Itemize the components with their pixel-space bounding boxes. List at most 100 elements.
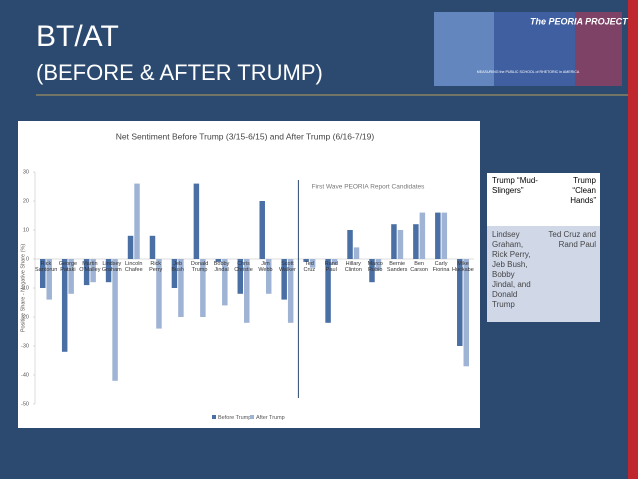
table-header [487,173,600,226]
x-tick-label: Bernie Sanders [386,261,408,273]
x-tick-label: Ted Cruz [303,261,316,273]
bar [149,235,156,259]
bar [303,259,309,262]
bar [178,259,184,317]
bar [68,259,74,294]
bar [265,259,272,294]
x-tick-label: Marco Rubio [367,261,383,273]
x-tick-label: Bernie Sanders [386,261,408,273]
x-tick-label: Marco Rubio [367,261,383,273]
x-tick-label: Scott Walker [278,261,296,273]
x-tick-label: Chris Christie [234,261,253,273]
bar [61,259,68,352]
x-tick-label: Carly Fiorina [432,261,450,273]
bar [171,259,178,288]
banner-art [434,12,494,86]
x-tick-label: Mike Huckabee [452,261,474,273]
x-tick-label: Rand Paul [324,261,338,273]
x-tick-label: Lincoln Chafee [124,261,143,273]
y-tick-label: -20 [21,314,29,320]
bar [244,259,250,323]
x-tick-label: Jim Webb [258,261,273,273]
bar [463,259,470,367]
x-tick-label: George Pataki [58,261,78,273]
table-header-cell: Trump “Mud-Slingers” [492,176,538,195]
x-tick-label: Rand Paul [324,261,338,273]
legend-swatch [250,415,254,419]
table-cell: Ted Cruz and Rand Paul [548,230,596,249]
x-tick-label: Ted Cruz [303,261,316,273]
x-tick-label: Martin O'Malley [79,261,101,273]
x-tick-label: Rick Santorum [35,261,57,273]
bar [419,212,426,259]
annotation: First Wave PEORIA Report Candidates [312,184,426,191]
table-header-cell: Trump “Clean Hands” [570,176,596,205]
table-header-cell: Trump “Mud-Slingers” [492,176,538,195]
x-tick-label: Rick Perry [149,261,163,273]
banner-tagline: MEASURING the PUBLIC SCHOOL of RHETORIC … [477,70,580,74]
x-tick-label: Ben Carson [410,261,428,273]
x-tick-label: Bobby Jindal [213,261,230,273]
bar [413,224,419,259]
legend-label: After Trump [256,415,285,421]
bar [347,230,353,259]
x-tick-label: Donald Trump [190,261,209,273]
slide-title: BT/AT [36,20,119,53]
x-tick-label: Lindsey Graham [101,261,122,273]
bar [441,212,448,259]
bar [215,259,222,262]
bar [112,259,118,381]
y-tick-label: -10 [21,285,29,291]
x-tick-label: Jeb Bush [171,261,184,273]
y-tick-label: 0 [26,256,29,262]
bar [391,224,397,259]
side-strip [628,0,638,479]
x-tick-label: Jim Webb [258,261,273,273]
x-tick-label: Rick Santorum [35,261,57,273]
bar [193,183,200,259]
y-tick-label: -30 [21,343,29,349]
x-tick-label: Scott Walker [278,261,296,273]
slide-subtitle: (BEFORE & AFTER TRUMP) [36,60,323,85]
bar [435,212,441,259]
bar [83,259,90,286]
table-cell: Ted Cruz and Rand Paul [548,230,596,249]
y-tick-label: -50 [21,401,29,407]
bar [156,259,162,329]
bar [222,259,228,306]
bar [105,259,112,283]
x-tick-label: Martin O'Malley [79,261,101,273]
bar [397,230,404,259]
banner-title: The PEORIA PROJECT [530,16,629,26]
x-tick-label: Chris Christie [234,261,253,273]
bar [457,259,463,346]
chart-title: Net Sentiment Before Trump (3/15-6/15) a… [116,131,375,141]
bar [200,259,206,317]
bar [259,201,265,259]
bar [331,259,338,265]
bar [309,259,316,268]
bar [90,259,96,283]
x-tick-label: Bobby Jindal [213,261,230,273]
x-tick-label: Donald Trump [190,261,209,273]
bar [369,259,375,283]
x-tick-label: Ben Carson [410,261,428,273]
x-tick-label: Hillary Clinton [344,261,362,273]
x-tick-label: Mike Huckabee [452,261,474,273]
bar [287,259,294,323]
x-tick-label: Hillary Clinton [344,261,362,273]
table-header-cell: Trump “Clean Hands” [570,176,596,205]
table-cell: Lindsey Graham, Rick Perry, Jeb Bush, Bo… [492,230,531,309]
bar [134,183,140,259]
table-cell: Lindsey Graham, Rick Perry, Jeb Bush, Bo… [492,230,531,309]
legend-swatch [212,415,216,419]
y-tick-label: 10 [23,227,29,233]
table-body [487,226,600,322]
x-tick-label: Rick Perry [149,261,163,273]
bar [375,259,382,271]
x-tick-label: Lincoln Chafee [124,261,143,273]
y-tick-label: -40 [21,372,29,378]
x-tick-label: Jeb Bush [171,261,184,273]
